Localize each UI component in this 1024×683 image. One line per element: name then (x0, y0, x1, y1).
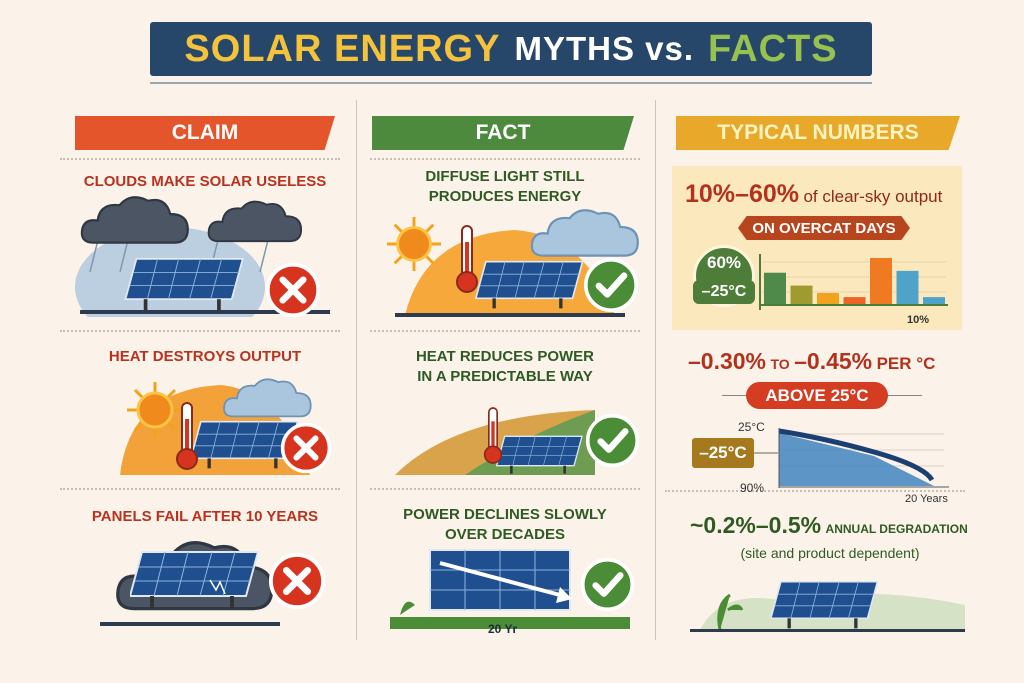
divider (60, 158, 340, 160)
claim-3: PANELS FAIL AFTER 10 YEARS (91, 508, 319, 525)
overcast-bar (923, 297, 945, 304)
degradation-illustration (690, 580, 965, 632)
degradation-heading: ~0.2%–0.5% ANNUAL DEGRADATION (690, 512, 968, 539)
claim-1-illustration (75, 195, 330, 317)
heat-from: –0.30% (688, 348, 767, 374)
heat-to-word: TO (770, 356, 790, 372)
fact-1-line2: PRODUCES ENERGY (428, 188, 582, 205)
overcast-badge-bottom: –25°C (693, 280, 755, 304)
overcast-bottom-label: 10% (907, 314, 930, 326)
overcast-bar (764, 272, 786, 304)
fact-2: HEAT REDUCES POWER IN A PREDICTABLE WAY (365, 347, 645, 387)
column-divider (356, 100, 357, 640)
title-underline (150, 82, 872, 84)
fact-3-line1: POWER DECLINES SLOWLY (403, 506, 607, 523)
degradation-note: (site and product dependent) (740, 545, 920, 561)
title-part3: FACTS (708, 27, 838, 70)
claim-3-illustration (100, 540, 340, 626)
fact-1-illustration (385, 209, 645, 317)
degradation-label: ANNUAL DEGRADATION (825, 522, 968, 536)
heat-heading: –0.30% TO –0.45% PER °C (688, 348, 935, 375)
fact-1: DIFFUSE LIGHT STILL PRODUCES ENERGY (365, 167, 645, 207)
heat-unit: PER °C (876, 354, 936, 373)
claim-2-illustration (120, 378, 340, 475)
heat-x-end: 20 Years (905, 493, 948, 505)
divider (60, 330, 340, 332)
divider (370, 158, 640, 160)
fact-1-line1: DIFFUSE LIGHT STILL (425, 168, 585, 185)
fact-2-illustration (395, 407, 645, 475)
fact-2-line1: HEAT REDUCES POWER (415, 348, 595, 365)
heat-tag: –25°C (692, 438, 754, 468)
overcast-badge-top: 60% (706, 253, 742, 272)
claim-2: HEAT DESTROYS OUTPUT (108, 348, 302, 365)
divider (370, 488, 640, 490)
fact-3: POWER DECLINES SLOWLY OVER DECADES (365, 505, 645, 545)
header-numbers: TYPICAL NUMBERS (676, 116, 960, 150)
overcast-ribbon: ON OVERCAT DAYS (738, 216, 910, 240)
divider (370, 330, 640, 332)
header-fact: FACT (372, 116, 634, 150)
title-banner: SOLAR ENERGY MYTHS vs. FACTS (150, 22, 872, 76)
overcast-bar-chart (759, 254, 948, 310)
overcast-bar (896, 270, 919, 304)
claim-1: CLOUDS MAKE SOLAR USELESS (83, 173, 327, 190)
title-part2: MYTHS vs. (514, 30, 695, 67)
heat-pill: ABOVE 25°C (746, 382, 888, 409)
column-divider (655, 100, 656, 640)
overcast-bar (870, 258, 892, 304)
fact-3-illustration (390, 549, 645, 629)
fact-2-line2: IN A PREDICTABLE WAY (417, 368, 593, 385)
header-claim: CLAIM (75, 116, 335, 150)
overcast-bar (790, 285, 813, 304)
degradation-range: ~0.2%–0.5% (690, 512, 822, 538)
overcast-suffix: of clear-sky output (803, 187, 943, 206)
fact-3-line2: OVER DECADES (444, 526, 566, 543)
heat-y-bottom: 90% (740, 481, 765, 495)
heat-y-top: 25°C (738, 420, 765, 434)
heat-to: –0.45% (794, 348, 873, 374)
heat-decline-chart (754, 428, 949, 488)
overcast-bar (843, 297, 866, 304)
divider (60, 488, 340, 490)
overcast-range: 10%–60% (685, 180, 799, 208)
overcast-heading: 10%–60% of clear-sky output (685, 180, 942, 209)
divider (665, 490, 965, 492)
fact-3-axis-label: 20 Yr (488, 622, 518, 636)
title-part1: SOLAR ENERGY (184, 27, 501, 70)
overcast-bar (817, 292, 839, 304)
